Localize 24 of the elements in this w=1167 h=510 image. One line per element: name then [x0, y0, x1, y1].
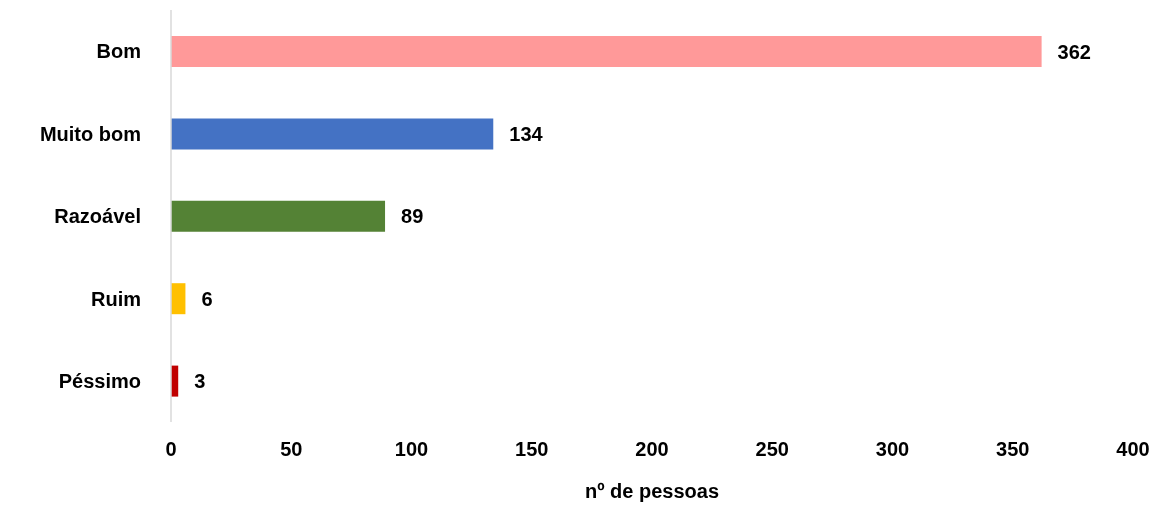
x-tick-label: 200 — [635, 438, 669, 461]
bar — [171, 283, 186, 315]
x-tick-label: 300 — [875, 438, 910, 461]
y-tick-label: Péssimo — [58, 369, 141, 392]
y-tick-label: Razoável — [54, 205, 141, 228]
x-tick-label: 100 — [394, 438, 429, 461]
x-tick-label: 50 — [280, 438, 303, 461]
data-label: 89 — [401, 205, 424, 228]
y-tick-label: Muito bom — [39, 122, 141, 145]
y-tick-label: Bom — [96, 40, 141, 63]
x-tick-label: 0 — [165, 438, 177, 461]
x-tick-label: 250 — [755, 438, 789, 461]
bar — [171, 36, 1042, 67]
bar — [171, 118, 494, 150]
x-axis-title: nº de pessoas — [584, 480, 720, 502]
x-tick-label: 400 — [1116, 438, 1150, 461]
data-label: 362 — [1057, 40, 1091, 63]
data-label: 134 — [509, 123, 544, 145]
y-tick-label: Ruim — [91, 287, 141, 310]
data-label: 6 — [201, 287, 213, 310]
bar — [171, 200, 386, 232]
x-tick-label: 350 — [996, 438, 1030, 461]
x-tick-label: 150 — [515, 438, 549, 461]
data-label: 3 — [194, 370, 206, 393]
